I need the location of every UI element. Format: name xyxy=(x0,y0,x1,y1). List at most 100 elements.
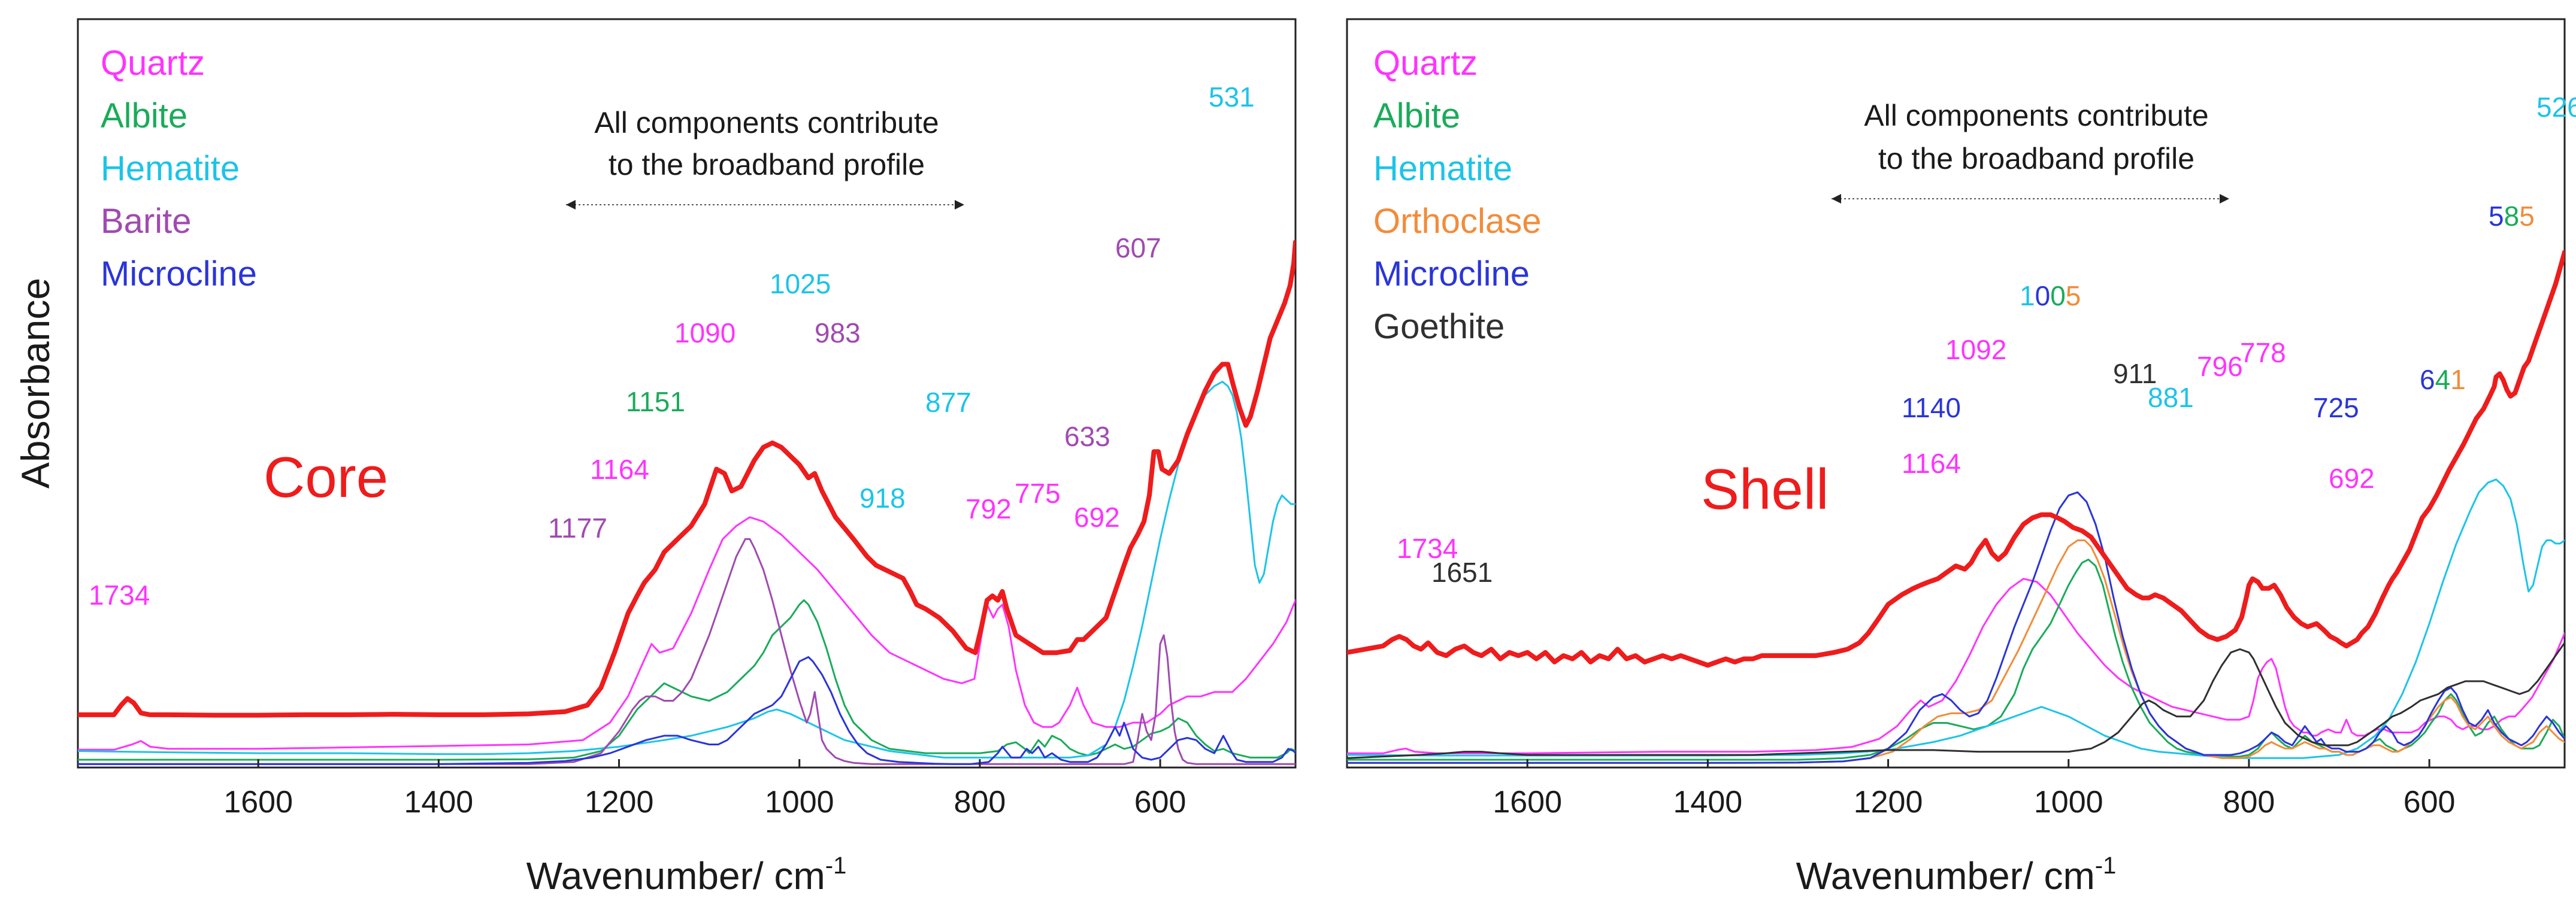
series-quartz xyxy=(78,516,1295,751)
x-axis-label: Wavenumber/ cm-1 xyxy=(526,853,847,897)
x-axis-label-text: Wavenumber/ cm xyxy=(526,854,825,897)
peak-label-part: 1177 xyxy=(548,512,607,544)
peak-label-part: 1164 xyxy=(590,454,649,485)
peak-label: 775 xyxy=(1015,478,1061,509)
legend-entry-quartz: Quartz xyxy=(101,44,205,83)
series-microcline xyxy=(78,656,1295,765)
peak-label-part: 911 xyxy=(2113,358,2157,389)
peak-label: 918 xyxy=(859,483,906,514)
x-tick-label: 1000 xyxy=(765,785,834,820)
annotation-line: All components contribute xyxy=(594,106,939,139)
peak-label-part: 725 xyxy=(2313,392,2359,423)
panel-core: 1600 1400 1200 1000 800 600 Wavenumber/ cm-1 Qu… xyxy=(77,18,1297,897)
peak-label-part: 1 xyxy=(2020,280,2035,311)
legend-entry-goethite: Goethite xyxy=(1373,307,1505,346)
x-axis-label-superscript: -1 xyxy=(2095,853,2117,879)
peak-label: 1090 xyxy=(674,317,735,348)
series-barite xyxy=(78,538,1295,765)
x-tick-label: 1600 xyxy=(223,785,293,820)
legend-entry-albite: Albite xyxy=(1373,96,1460,135)
series-microcline xyxy=(1347,491,2565,764)
annotation-line: to the broadband profile xyxy=(609,148,925,181)
plot-frame xyxy=(77,18,1297,769)
peak-label-part: 526 xyxy=(2536,92,2576,123)
peak-label-part: 531 xyxy=(1209,81,1255,113)
peak-label: 585 xyxy=(2489,201,2535,232)
legend-entry-microcline: Microcline xyxy=(1373,254,1530,293)
peak-label-part: 1140 xyxy=(1902,392,1961,423)
legend-entry-quartz: Quartz xyxy=(1373,44,1478,83)
peak-label-part: 692 xyxy=(1074,502,1120,533)
legend-entry-orthoclase: Orthoclase xyxy=(1373,202,1541,241)
legend-entry-microcline: Microcline xyxy=(101,254,257,293)
peak-label: 778 xyxy=(2240,337,2286,368)
peak-label-part: 1092 xyxy=(1945,334,2006,365)
legend-entry-barite: Barite xyxy=(101,202,192,241)
peak-label: 877 xyxy=(925,387,971,418)
arrow-head-left xyxy=(566,200,576,210)
traces xyxy=(1347,250,2565,764)
series-hematite xyxy=(1347,478,2565,759)
x-tick-label: 600 xyxy=(2404,785,2456,820)
annotation-line: All components contribute xyxy=(1864,99,2208,132)
peak-label: 1734 xyxy=(89,580,150,611)
peak-label: 911 xyxy=(2113,358,2157,389)
arrow-head-right xyxy=(2220,194,2229,204)
series-measured-spectrum xyxy=(1347,250,2565,668)
peak-label: 1151 xyxy=(626,386,685,417)
peak-label-part: 1164 xyxy=(1902,448,1961,479)
peak-label: 725 xyxy=(2313,392,2359,423)
x-tick-label: 800 xyxy=(954,785,1006,820)
series-quartz xyxy=(1347,578,2565,754)
x-axis-label-superscript: -1 xyxy=(825,853,847,879)
x-axis-label: Wavenumber/ cm-1 xyxy=(1796,853,2117,897)
legend-entry-hematite: Hematite xyxy=(101,149,240,188)
plot-frame xyxy=(1346,18,2566,769)
peak-label-part: 1090 xyxy=(674,317,735,348)
annotation-line: to the broadband profile xyxy=(1878,142,2194,175)
peak-label: 1164 xyxy=(1902,448,1961,479)
peak-label-part: 918 xyxy=(859,483,906,514)
peak-label-part: 5 xyxy=(2066,280,2081,311)
peak-label-part: 1734 xyxy=(1397,533,1458,564)
peak-label-part: 6 xyxy=(2420,364,2435,395)
sample-label: Core xyxy=(264,445,388,509)
x-tick-label: 1200 xyxy=(1854,785,1923,820)
peak-label-part: 796 xyxy=(2197,351,2243,382)
peak-label-part: 983 xyxy=(815,317,861,348)
peak-label: 633 xyxy=(1064,421,1110,452)
peak-label: 796 xyxy=(2197,351,2243,382)
peak-label-part: 8 xyxy=(2504,201,2520,232)
peak-label: 692 xyxy=(1074,502,1120,533)
sample-label: Shell xyxy=(1701,457,1829,521)
x-tick-label: 1600 xyxy=(1493,785,1562,820)
peak-label: 607 xyxy=(1115,232,1161,263)
peak-label: 1092 xyxy=(1945,334,2006,365)
peak-label-part: 1025 xyxy=(770,268,831,299)
series-measured-spectrum xyxy=(78,239,1295,718)
x-tick-label: 600 xyxy=(1134,785,1186,820)
peak-label-part: 881 xyxy=(2148,382,2194,413)
series-orthoclase xyxy=(1347,539,2565,764)
x-axis-label-text: Wavenumber/ cm xyxy=(1796,854,2095,897)
peak-label-part: 775 xyxy=(1015,478,1061,509)
peak-label-part: 792 xyxy=(965,493,1012,524)
traces xyxy=(78,239,1295,765)
series-goethite xyxy=(1347,642,2565,759)
peak-label-part: 5 xyxy=(2489,201,2504,232)
peak-label: 881 xyxy=(2148,382,2194,413)
series-hematite xyxy=(78,381,1295,759)
peak-label-part: 778 xyxy=(2240,337,2286,368)
peak-label-part: 1 xyxy=(2450,364,2466,395)
peak-label: 1025 xyxy=(770,268,831,299)
peak-label-part: 4 xyxy=(2435,364,2451,395)
x-tick-label: 1400 xyxy=(1673,785,1743,820)
peak-label-part: 0 xyxy=(2050,280,2066,311)
peak-label: 792 xyxy=(965,493,1012,524)
peak-label: 526 xyxy=(2536,92,2576,123)
y-axis-label: Absorbance xyxy=(13,278,57,489)
x-tick-label: 1000 xyxy=(2034,785,2103,820)
arrow-head-right xyxy=(955,200,964,210)
